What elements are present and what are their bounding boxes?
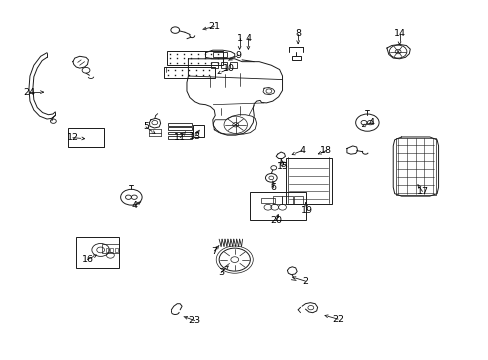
Text: 4: 4 — [299, 146, 305, 155]
Bar — [102, 244, 119, 253]
Bar — [68, 129, 103, 147]
Text: 22: 22 — [331, 315, 344, 324]
Bar — [168, 123, 191, 126]
Text: 7: 7 — [211, 247, 217, 256]
Text: 6: 6 — [270, 183, 276, 192]
Bar — [166, 51, 223, 65]
Bar — [273, 196, 282, 204]
Text: 15: 15 — [276, 162, 288, 171]
Bar — [230, 62, 237, 68]
Text: 8: 8 — [295, 29, 301, 38]
Text: 2: 2 — [302, 276, 308, 285]
Text: 10: 10 — [223, 64, 234, 73]
Text: 4: 4 — [132, 201, 138, 210]
Text: 1: 1 — [236, 34, 242, 43]
Text: 9: 9 — [235, 51, 241, 60]
Bar — [168, 127, 191, 130]
Bar — [293, 196, 302, 204]
Text: 19: 19 — [300, 206, 312, 215]
Text: 11: 11 — [174, 133, 186, 142]
Text: 13: 13 — [188, 132, 201, 141]
Bar — [285, 158, 331, 204]
Text: 23: 23 — [188, 316, 201, 325]
Text: 17: 17 — [416, 187, 427, 196]
Bar — [168, 132, 191, 134]
Bar — [260, 198, 275, 203]
Bar — [164, 67, 215, 78]
Text: 12: 12 — [67, 133, 79, 142]
Bar — [220, 62, 227, 68]
Bar — [105, 248, 108, 252]
Text: 24: 24 — [23, 87, 35, 96]
Bar — [168, 136, 191, 139]
Bar — [192, 126, 203, 137]
Text: 16: 16 — [81, 255, 93, 264]
Text: 18: 18 — [320, 146, 332, 155]
Text: 20: 20 — [270, 216, 282, 225]
Text: 21: 21 — [208, 22, 220, 31]
Bar — [395, 138, 435, 195]
Text: 5: 5 — [142, 122, 149, 131]
Bar — [291, 56, 300, 60]
Bar — [282, 196, 292, 204]
Bar — [76, 237, 119, 268]
Bar — [210, 62, 217, 68]
Text: 3: 3 — [218, 268, 224, 277]
Bar — [110, 248, 113, 252]
Bar — [115, 248, 118, 252]
Text: 4: 4 — [245, 34, 251, 43]
Bar — [249, 192, 305, 220]
Text: 4: 4 — [367, 118, 373, 127]
Text: 14: 14 — [393, 29, 405, 38]
Bar — [213, 52, 226, 57]
